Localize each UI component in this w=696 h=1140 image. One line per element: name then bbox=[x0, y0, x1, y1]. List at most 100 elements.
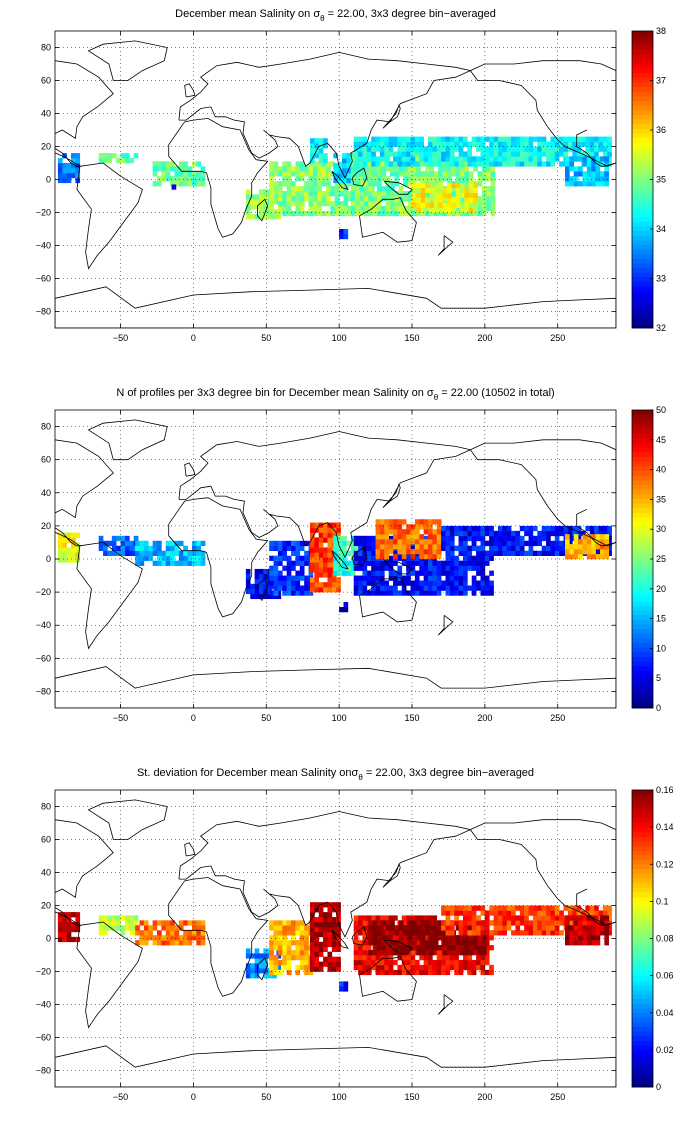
data-bin bbox=[368, 205, 373, 212]
data-bin bbox=[282, 585, 287, 591]
data-bin bbox=[368, 210, 373, 217]
data-bin bbox=[599, 539, 605, 545]
data-bin bbox=[375, 539, 381, 545]
data-bin bbox=[379, 146, 385, 152]
data-bin bbox=[537, 141, 542, 147]
y-tick-label: −80 bbox=[36, 686, 51, 696]
data-bin bbox=[591, 181, 596, 187]
data-bin bbox=[595, 935, 601, 941]
data-bin bbox=[511, 540, 516, 547]
data-bin bbox=[476, 530, 481, 537]
data-bin bbox=[473, 166, 478, 172]
data-bin bbox=[196, 560, 202, 566]
data-bin bbox=[331, 532, 337, 538]
data-bin bbox=[486, 166, 491, 172]
data-bin bbox=[586, 925, 592, 931]
data-bin bbox=[390, 200, 395, 207]
data-bin bbox=[98, 930, 104, 936]
data-bin bbox=[565, 181, 570, 187]
data-bin bbox=[432, 959, 438, 966]
data-bin bbox=[317, 200, 322, 207]
data-bin bbox=[107, 153, 113, 159]
data-bin bbox=[595, 925, 601, 931]
data-bin bbox=[200, 560, 206, 566]
data-bin bbox=[576, 151, 582, 157]
data-bin bbox=[250, 199, 255, 205]
data-bin bbox=[304, 560, 309, 566]
data-bin bbox=[519, 910, 525, 916]
data-bin bbox=[308, 200, 314, 207]
data-bin bbox=[412, 925, 417, 931]
data-bin bbox=[604, 940, 610, 946]
colorbar-tick-label: 15 bbox=[656, 614, 666, 624]
data-bin bbox=[157, 935, 162, 941]
data-bin bbox=[567, 535, 573, 542]
data-bin bbox=[586, 539, 592, 545]
data-bin bbox=[178, 935, 184, 941]
data-bin bbox=[489, 969, 494, 976]
data-bin bbox=[371, 550, 376, 556]
data-bin bbox=[454, 915, 459, 921]
data-bin bbox=[412, 940, 417, 946]
data-bin bbox=[388, 136, 394, 142]
data-bin bbox=[428, 524, 433, 530]
data-bin bbox=[381, 210, 387, 217]
data-bin bbox=[269, 964, 274, 971]
data-bin bbox=[567, 141, 573, 147]
data-bin bbox=[183, 940, 188, 946]
data-bin bbox=[576, 141, 582, 147]
data-bin bbox=[254, 593, 260, 600]
data-bin bbox=[397, 534, 403, 540]
data-bin bbox=[489, 905, 494, 911]
data-bin bbox=[578, 940, 583, 946]
data-bin bbox=[323, 917, 328, 923]
data-bin bbox=[454, 580, 459, 586]
data-bin bbox=[441, 905, 446, 911]
data-bin bbox=[463, 156, 468, 162]
data-bin bbox=[401, 580, 407, 586]
data-bin bbox=[446, 945, 452, 951]
data-bin bbox=[310, 547, 315, 553]
data-bin bbox=[381, 920, 387, 926]
data-bin bbox=[263, 953, 269, 959]
coastline bbox=[469, 439, 616, 547]
data-bin bbox=[441, 565, 446, 571]
data-bin bbox=[519, 930, 525, 936]
data-bin bbox=[304, 181, 309, 187]
coastline bbox=[359, 576, 417, 623]
data-bin bbox=[582, 930, 588, 936]
data-bin bbox=[384, 585, 389, 591]
data-bin bbox=[506, 915, 512, 921]
data-bin bbox=[375, 146, 381, 152]
data-bin bbox=[433, 207, 439, 213]
data-bin bbox=[493, 910, 499, 916]
data-bin bbox=[429, 181, 435, 187]
data-bin bbox=[423, 151, 429, 157]
data-bin bbox=[407, 191, 413, 197]
data-bin bbox=[581, 530, 586, 537]
data-bin bbox=[458, 146, 464, 152]
data-bin bbox=[71, 532, 76, 538]
data-bin bbox=[506, 136, 512, 142]
data-bin bbox=[436, 570, 442, 576]
data-bin bbox=[343, 200, 349, 207]
data-bin bbox=[438, 176, 443, 182]
data-bin bbox=[116, 545, 121, 552]
data-bin bbox=[432, 534, 438, 540]
data-bin bbox=[323, 552, 328, 558]
data-bin bbox=[277, 940, 283, 946]
data-bin bbox=[358, 930, 363, 936]
data-bin bbox=[191, 545, 197, 552]
data-bin bbox=[355, 167, 360, 174]
data-bin bbox=[410, 524, 416, 530]
data-bin bbox=[286, 590, 292, 596]
data-bin bbox=[379, 136, 385, 142]
colorbar-swatch bbox=[632, 58, 653, 64]
title-sigma: σ bbox=[313, 8, 320, 20]
data-bin bbox=[269, 161, 274, 167]
data-bin bbox=[412, 166, 417, 172]
data-bin bbox=[326, 210, 331, 217]
data-bin bbox=[515, 925, 521, 931]
data-bin bbox=[446, 207, 452, 213]
data-bin bbox=[353, 955, 359, 961]
